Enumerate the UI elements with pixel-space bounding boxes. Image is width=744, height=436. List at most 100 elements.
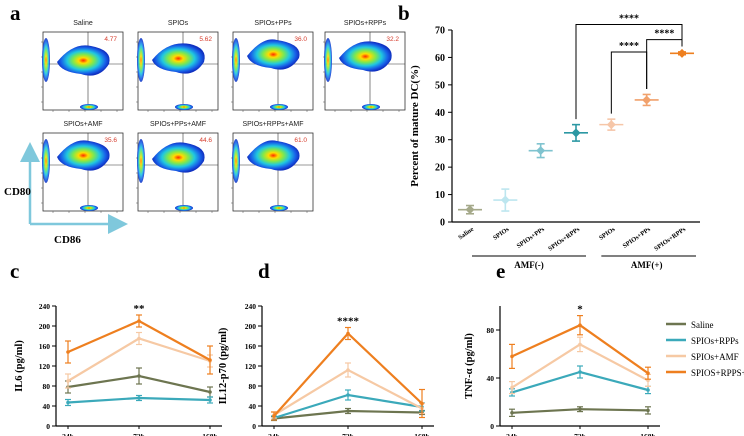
- c-significance-label: **: [134, 303, 146, 315]
- flow-bottom-density: [80, 104, 98, 110]
- d-y-tick-label: 40: [249, 402, 257, 411]
- c-point: [66, 350, 70, 354]
- d-y-tick-label: 160: [245, 342, 257, 351]
- b-point: [536, 146, 546, 156]
- e-y-tick-label: 80: [487, 326, 495, 335]
- e-point: [578, 342, 582, 347]
- d-y-tick-label: 0: [252, 422, 256, 431]
- d-significance-label: ****: [337, 316, 360, 328]
- flow-plot-title: Saline: [73, 20, 93, 27]
- b-significance-bracket: [575, 24, 683, 120]
- b-y-tick-label: 20: [435, 163, 445, 174]
- c-y-tick-label: 200: [39, 322, 51, 331]
- flow-population: [152, 142, 205, 173]
- e-point: [646, 408, 650, 413]
- c-point: [137, 396, 141, 400]
- c-y-tick-label: 160: [39, 342, 51, 351]
- b-y-tick-label: 30: [435, 135, 445, 146]
- flow-bottom-density: [175, 205, 193, 211]
- b-point: [642, 95, 652, 105]
- d-y-tick-label: 80: [249, 382, 257, 391]
- b-point: [465, 205, 475, 215]
- e-point: [578, 323, 582, 328]
- c-point: [208, 398, 212, 402]
- panel-label-e: e: [496, 259, 505, 283]
- legend-item: SPIOS+RPPS+AMF: [666, 368, 744, 378]
- flow-left-density: [42, 38, 50, 82]
- flow-plot-title: SPIOs+RPPs+AMF: [242, 121, 303, 128]
- legend-label: Saline: [691, 320, 714, 330]
- b-y-tick-label: 10: [435, 190, 445, 201]
- flow-quadrant-value: 32.2: [386, 36, 399, 43]
- flow-bottom-density: [175, 104, 193, 110]
- d-point: [346, 331, 350, 336]
- d-point: [346, 368, 350, 372]
- e-x-tick-label: 24h: [506, 432, 519, 436]
- flow-population: [339, 41, 392, 72]
- e-point: [646, 371, 650, 376]
- e-significance-label: *: [577, 304, 583, 316]
- legend-item: Saline: [666, 320, 714, 330]
- e-point: [578, 370, 582, 374]
- flow-left-density: [137, 139, 145, 183]
- c-y-tick-label: 0: [46, 422, 50, 431]
- flow-x-label: CD86: [54, 234, 81, 246]
- b-group-label-plus: AMF(+): [631, 260, 663, 270]
- panel-label-d: d: [258, 259, 270, 283]
- b-point: [571, 128, 581, 138]
- legend-label: SPIOS+RPPS+AMF: [691, 368, 744, 378]
- c-point: [208, 358, 212, 362]
- flow-quadrant-value: 35.6: [104, 137, 117, 144]
- legend-item: SPIOs+AMF: [666, 352, 739, 362]
- panel-label-c: c: [10, 259, 19, 283]
- flow-bottom-density: [270, 205, 288, 211]
- legend-label: SPIOs+AMF: [691, 352, 739, 362]
- d-y-tick-label: 200: [245, 322, 257, 331]
- flow-left-density: [232, 38, 240, 82]
- flow-plot-5: SPIOs+AMF 35.6: [41, 121, 124, 213]
- legend-item: SPIOs+RPPs: [666, 336, 739, 346]
- flow-quadrant-value: 61.0: [294, 137, 307, 144]
- b-y-tick-label: 60: [435, 53, 445, 64]
- c-point: [66, 400, 70, 405]
- c-y-tick-label: 40: [43, 402, 51, 411]
- flow-population: [57, 45, 110, 76]
- e-point: [510, 411, 514, 415]
- flow-quadrant-value: 36.0: [294, 36, 307, 43]
- flow-plot-1: Saline 4.77: [41, 20, 124, 112]
- c-x-tick-label: 168h: [202, 432, 218, 436]
- c-y-tick-label: 240: [39, 302, 51, 311]
- b-x-tick-label: SPIOs: [492, 226, 511, 242]
- flow-plot-title: SPIOs+PPs: [254, 20, 292, 27]
- e-point: [510, 385, 514, 390]
- flow-left-density: [42, 139, 50, 183]
- flow-plot-title: SPIOs+RPPs: [344, 20, 387, 27]
- b-significance-label: ****: [619, 41, 639, 52]
- c-y-label: IL6 (pg/ml): [14, 340, 25, 392]
- d-y-label: IL12-p70 (pg/ml): [218, 327, 229, 404]
- b-y-tick-label: 0: [440, 218, 445, 229]
- d-x-tick-label: 168h: [414, 432, 430, 436]
- b-point: [677, 48, 687, 58]
- c-point: [137, 336, 141, 341]
- b-significance-bracket: [610, 51, 648, 114]
- flow-y-label: CD80: [4, 186, 31, 198]
- b-y-label: Percent of mature DC(%): [409, 65, 421, 187]
- flow-plot-title: SPIOs: [168, 20, 189, 27]
- flow-plot-title: SPIOs+AMF: [63, 121, 102, 128]
- flow-plot-title: SPIOs+PPs+AMF: [150, 121, 206, 128]
- e-point: [510, 354, 514, 359]
- e-point: [646, 388, 650, 392]
- b-significance-label: ****: [654, 29, 674, 40]
- flow-quadrant-value: 44.6: [199, 137, 212, 144]
- b-significance-label: ****: [619, 14, 639, 25]
- flow-population: [57, 140, 110, 171]
- d-point: [420, 401, 424, 406]
- flow-bottom-density: [80, 205, 98, 211]
- c-point: [208, 390, 212, 394]
- b-x-tick-label: Saline: [457, 226, 475, 242]
- flow-plot-4: SPIOs+RPPs 32.2: [323, 20, 406, 112]
- e-x-tick-label: 168h: [640, 432, 656, 436]
- d-x-tick-label: 24h: [268, 432, 281, 436]
